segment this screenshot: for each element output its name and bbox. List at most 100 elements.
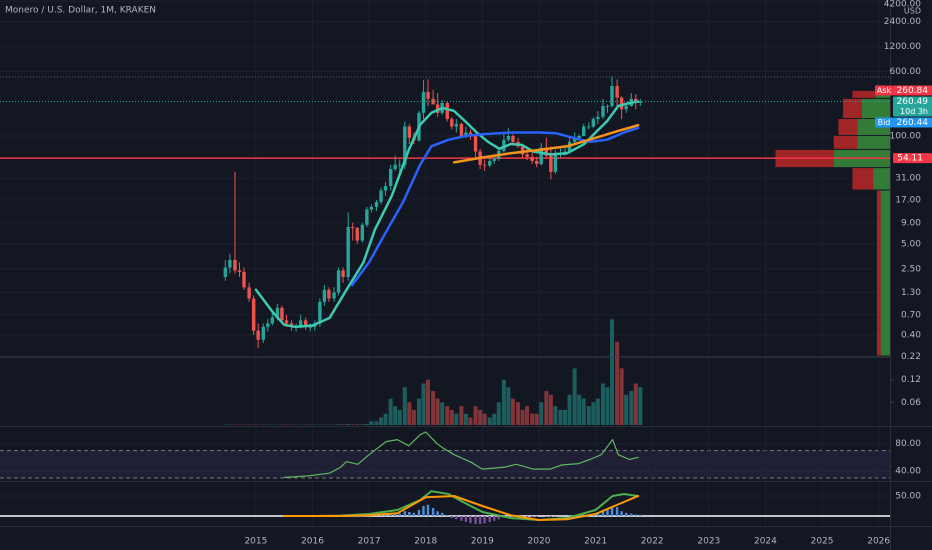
profile-down <box>838 119 858 135</box>
candle-body <box>563 151 567 153</box>
volume-tick-label: 0.12 <box>901 375 921 385</box>
candle-body <box>379 190 383 203</box>
y-tick-label: 0.22 <box>901 352 921 362</box>
histogram-bar <box>488 516 491 522</box>
volume-bar <box>431 391 436 425</box>
candle-body <box>251 298 256 331</box>
ask-label: Ask <box>877 86 892 95</box>
y-tick-label: 0.70 <box>901 310 921 320</box>
volume-bar <box>492 413 497 425</box>
y-tick-label: 0.40 <box>901 330 921 340</box>
candle-body <box>525 154 529 157</box>
histogram-bar <box>525 516 529 518</box>
candle-body <box>403 126 407 165</box>
histogram-bar <box>422 506 425 516</box>
histogram-bar <box>403 511 407 516</box>
volume-bar <box>539 402 544 425</box>
candle-body <box>298 320 303 327</box>
profile-down <box>843 98 862 119</box>
volume-bar <box>530 413 535 425</box>
histogram-bar <box>530 516 534 518</box>
y-tick-label: 31.00 <box>895 174 921 184</box>
candle-body <box>539 147 543 164</box>
bid-price-box <box>893 117 932 128</box>
volume-bar <box>563 409 568 425</box>
volume-bar <box>383 413 388 425</box>
x-tick-label: 2020 <box>528 537 551 547</box>
volume-bar <box>600 383 605 425</box>
histogram-bar <box>398 513 401 516</box>
candle-body <box>398 164 402 166</box>
volume-bar <box>577 394 582 425</box>
volume-bar <box>629 391 634 425</box>
candle-body <box>374 202 379 207</box>
histogram-bar <box>417 510 421 516</box>
candle-body <box>544 147 549 156</box>
y-tick-label: 100.00 <box>890 131 922 141</box>
candle-body <box>482 164 487 166</box>
candle-body <box>492 158 496 161</box>
candle-body <box>261 326 265 340</box>
candle-body <box>624 105 628 110</box>
profile-up <box>861 98 890 119</box>
volume-bar <box>501 379 506 425</box>
indicator-line <box>283 431 639 478</box>
countdown: 10d 3h <box>900 107 928 116</box>
volume-bar <box>435 398 440 425</box>
candle-body <box>454 123 459 127</box>
volume-bar <box>605 387 610 425</box>
histogram-bar <box>615 507 619 516</box>
histogram-bar <box>549 516 553 517</box>
candle-body <box>601 105 605 117</box>
candle-body <box>450 119 454 127</box>
candle-body <box>610 86 614 106</box>
candle-body <box>421 91 426 113</box>
x-tick-label: 2017 <box>358 537 381 547</box>
candle-body <box>383 185 388 191</box>
candle-body <box>407 126 412 138</box>
ask-price: 260.84 <box>897 86 929 96</box>
histogram-bar <box>450 516 453 518</box>
candle-body <box>535 160 539 164</box>
candle-body <box>247 287 251 299</box>
volume-bar <box>388 398 393 425</box>
candle-body <box>619 97 624 110</box>
candle-body <box>336 270 341 293</box>
candle-body <box>355 227 359 241</box>
histogram-bar <box>431 508 435 516</box>
candle-body <box>388 168 393 186</box>
candle-body <box>332 292 336 299</box>
indicator-line <box>283 495 640 521</box>
band-fill <box>0 450 890 479</box>
y-tick-label: 1200.00 <box>884 42 921 52</box>
ask-tag <box>875 85 893 96</box>
histogram-bar <box>610 506 614 516</box>
x-tick-label: 2024 <box>754 537 777 547</box>
x-tick-label: 2015 <box>244 537 267 547</box>
candle-body <box>530 156 534 161</box>
volume-bar <box>478 409 483 425</box>
moving-average <box>452 123 640 164</box>
candle-body <box>365 209 369 225</box>
candle-body <box>431 98 435 105</box>
candle-body <box>520 146 525 155</box>
candle-body <box>341 270 345 277</box>
candle-body <box>237 270 242 272</box>
candle-body <box>304 320 308 327</box>
histogram-bar <box>436 511 439 516</box>
profile-up <box>873 168 890 190</box>
candle-body <box>459 123 464 136</box>
histogram-bar <box>393 512 397 516</box>
moving-average <box>350 126 640 287</box>
volume-bar <box>624 394 629 425</box>
candle-body <box>228 260 232 268</box>
candle-body <box>638 101 643 103</box>
candle-body <box>549 155 553 172</box>
y-tick-label: 4200.00 <box>884 0 921 10</box>
candle-body <box>318 301 322 324</box>
volume-bar <box>459 406 464 425</box>
volume-bar <box>463 413 468 425</box>
x-tick-label: 2021 <box>584 537 607 547</box>
candle-body <box>266 323 270 327</box>
